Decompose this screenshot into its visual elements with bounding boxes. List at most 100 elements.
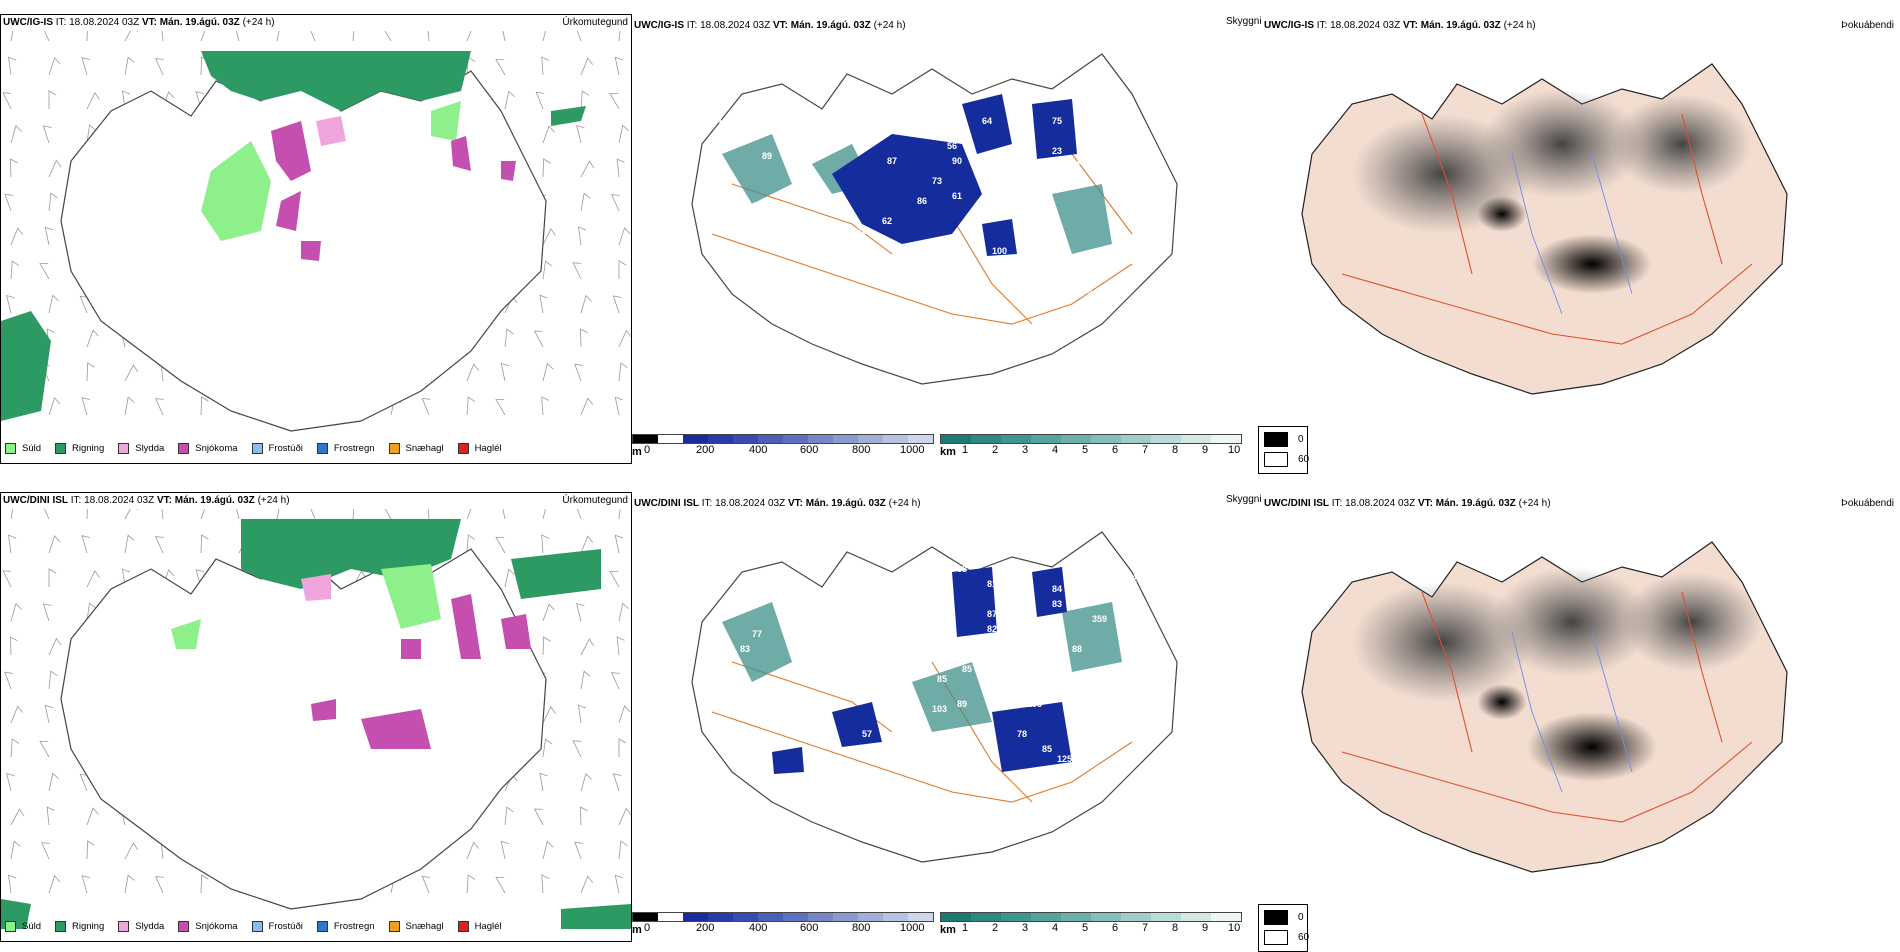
tick: 2 bbox=[992, 922, 999, 934]
fog-tick: 60 bbox=[1298, 454, 1310, 465]
visibility-value-labels: 119 133 77 129 83 91 57 66 85 103 89 71 … bbox=[727, 564, 1142, 764]
fog-tick: 60 bbox=[1298, 932, 1310, 943]
wind-barb bbox=[576, 124, 585, 144]
tick: 0 bbox=[644, 922, 651, 934]
fog-roads bbox=[1341, 591, 1753, 823]
wind-barb bbox=[10, 31, 21, 42]
it-label: IT: bbox=[686, 20, 698, 31]
legend-label: Frostregn bbox=[333, 921, 375, 932]
wind-barb bbox=[574, 363, 583, 382]
wind-barb bbox=[200, 874, 209, 894]
wind-barb bbox=[10, 705, 24, 724]
legend-label: Snjókoma bbox=[195, 443, 238, 454]
wind-barb bbox=[574, 509, 583, 520]
cloud-label: 91 bbox=[792, 674, 802, 684]
wind-barb bbox=[86, 509, 95, 520]
it-value: 18.08.2024 03Z bbox=[715, 498, 786, 509]
fog-legend-row: 0 bbox=[1264, 432, 1304, 447]
cloud-label: 75 bbox=[1052, 116, 1062, 126]
fog-legend: 0 60 bbox=[1258, 426, 1310, 474]
tick: 3 bbox=[1022, 922, 1029, 934]
wind-barb bbox=[200, 31, 213, 42]
wind-barb bbox=[574, 31, 583, 42]
visibility-title: Skyggni bbox=[1226, 16, 1262, 27]
wind-barb bbox=[542, 840, 554, 860]
lead-time: (+24 h) bbox=[1503, 20, 1536, 31]
legend-label: Haglél bbox=[474, 443, 502, 454]
wind-barb bbox=[504, 568, 516, 588]
fog-header: UWC/DINI ISL IT: 18.08.2024 03Z VT: Mán.… bbox=[1264, 498, 1551, 510]
wind-barb bbox=[352, 31, 362, 42]
wind-barb bbox=[234, 31, 243, 42]
precip-legend: Súld Rigning Slydda Snjókoma Frostúði Fr… bbox=[5, 443, 516, 454]
wind-barb bbox=[504, 806, 514, 826]
wind-barb bbox=[276, 31, 288, 42]
legend-sudl: Súld bbox=[5, 443, 41, 454]
cloud-base-cells bbox=[632, 434, 934, 444]
cloud-label: 83 bbox=[1052, 599, 1062, 609]
wind-barb bbox=[41, 842, 50, 860]
tick: 9 bbox=[1202, 444, 1209, 456]
cloud-label: 89 bbox=[957, 699, 967, 709]
tick: 1 bbox=[962, 922, 969, 934]
wind-barb bbox=[466, 509, 480, 520]
wind-barb bbox=[8, 56, 17, 76]
wind-barb bbox=[495, 58, 506, 76]
wind-barb bbox=[155, 58, 164, 76]
wind-barb bbox=[48, 535, 61, 554]
swatch-sudl bbox=[5, 921, 16, 932]
it-label: IT: bbox=[701, 498, 713, 509]
wind-barb bbox=[79, 295, 89, 314]
cloud-label: 125 bbox=[972, 654, 987, 664]
wind-barb bbox=[466, 31, 480, 42]
wind-barb bbox=[500, 509, 510, 520]
wind-barb bbox=[160, 509, 169, 520]
legend-label: Súld bbox=[22, 921, 42, 932]
cloud-label: 29 bbox=[1132, 574, 1142, 584]
wind-barb bbox=[580, 57, 594, 76]
wind-barb bbox=[580, 535, 594, 554]
wind-barb bbox=[39, 262, 50, 280]
wind-barb bbox=[307, 509, 317, 520]
legend-haglel: Haglél bbox=[457, 921, 502, 932]
wind-barb bbox=[9, 636, 18, 656]
wind-barb bbox=[122, 90, 131, 110]
precip-title: Úrkomutegund bbox=[562, 17, 628, 28]
wind-barb bbox=[576, 602, 585, 622]
visibility-title: Skyggni bbox=[1226, 494, 1262, 505]
tick: 8 bbox=[1172, 922, 1179, 934]
cloud-label: 81 bbox=[987, 579, 997, 589]
wind-barb bbox=[124, 364, 139, 382]
wind-barb bbox=[79, 773, 89, 792]
it-value: 18.08.2024 03Z bbox=[1345, 498, 1416, 509]
visibility-areas-mid bbox=[722, 602, 1122, 732]
fog-legend: 0 60 bbox=[1258, 904, 1310, 952]
cloud-label: 85 bbox=[937, 674, 947, 684]
wind-barb bbox=[81, 57, 90, 76]
model-name: UWC/DINI ISL bbox=[1264, 498, 1329, 509]
wind-barb bbox=[504, 90, 516, 110]
wind-barb bbox=[533, 808, 544, 826]
wind-barb bbox=[427, 509, 436, 520]
visibility-unit: km bbox=[940, 446, 956, 458]
wind-barb bbox=[421, 875, 431, 894]
cloud-label: 83 bbox=[897, 251, 907, 261]
precip-snow-areas bbox=[311, 594, 531, 749]
legend-label: Snæhagl bbox=[405, 921, 444, 932]
visibility-panel: UWC/DINI ISL IT: 18.08.2024 03Z VT: Mán.… bbox=[632, 492, 1264, 940]
wind-barb bbox=[8, 534, 17, 554]
vt-label: VT: bbox=[1402, 20, 1418, 31]
precip-type-panel: UWC/IG-IS IT: 18.08.2024 03Z VT: Mán. 19… bbox=[0, 14, 632, 464]
swatch-frostregn bbox=[316, 443, 328, 454]
wind-barb bbox=[541, 534, 550, 554]
cloud-label: 89 bbox=[1077, 156, 1087, 166]
wind-barb bbox=[86, 807, 99, 826]
precip-header: UWC/IG-IS IT: 18.08.2024 03Z VT: Mán. 19… bbox=[3, 17, 275, 29]
swatch-frostregn bbox=[316, 921, 328, 932]
wind-barb bbox=[466, 363, 480, 382]
wind-barb bbox=[541, 874, 550, 894]
vt-label: VT: bbox=[772, 20, 788, 31]
cloud-label: 56 bbox=[947, 141, 957, 151]
legend-label: Haglél bbox=[474, 921, 502, 932]
wind-barb bbox=[618, 260, 627, 279]
